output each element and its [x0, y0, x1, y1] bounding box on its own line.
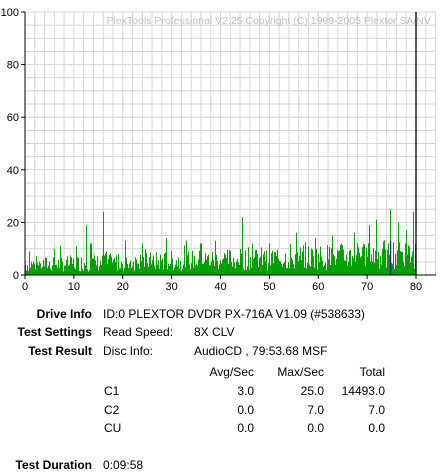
test-duration-label: Test Duration: [15, 458, 92, 472]
y-tick-label: 60: [7, 112, 19, 124]
row-name: C1: [104, 384, 120, 398]
col-avg-header: Avg/Sec: [209, 365, 254, 379]
test-settings-label: Test Settings: [17, 325, 92, 339]
row-max: 0.0: [307, 421, 324, 435]
row-avg: 3.0: [237, 384, 254, 398]
row-avg: 0.0: [237, 403, 254, 417]
test-duration-value: 0:09:58: [103, 458, 144, 472]
read-speed-value: 8X CLV: [194, 325, 235, 339]
x-tick-label: 20: [117, 281, 129, 293]
chart-markers: [389, 12, 417, 275]
x-tick-label: 10: [68, 281, 80, 293]
y-tick-label: 80: [7, 60, 19, 72]
x-tick-label: 50: [263, 281, 275, 293]
col-max-header: Max/Sec: [277, 365, 324, 379]
drive-info-value: ID:0 PLEXTOR DVDR PX-716A V1.09 (#538633…: [103, 307, 365, 321]
y-tick-label: 20: [7, 217, 19, 229]
col-total-header: Total: [359, 365, 385, 379]
x-tick-label: 60: [312, 281, 324, 293]
row-avg: 0.0: [237, 421, 254, 435]
disc-info-label: Disc Info:: [103, 344, 154, 358]
row-total: 0.0: [368, 421, 385, 435]
chart-bars: [25, 209, 416, 275]
chart-title: PlexTools Professional V2.25 Copyright (…: [107, 15, 432, 27]
row-max: 7.0: [307, 403, 324, 417]
y-tick-label: 40: [7, 165, 19, 177]
test-result-label: Test Result: [28, 344, 92, 358]
row-max: 25.0: [300, 384, 324, 398]
row-total: 14493.0: [341, 384, 385, 398]
x-tick-label: 0: [22, 281, 28, 293]
row-name: C2: [104, 403, 120, 417]
y-tick-label: 100: [1, 7, 19, 19]
x-tick-label: 40: [214, 281, 226, 293]
x-tick-label: 80: [410, 281, 422, 293]
row-name: CU: [104, 421, 122, 435]
c1-error-chart: PlexTools Professional V2.25 Copyright (…: [1, 7, 437, 293]
disc-info-value: AudioCD , 79:53.68 MSF: [194, 344, 328, 358]
row-total: 7.0: [368, 403, 385, 417]
chart-axes: 0 10 20 30 40 50 60 70 80 0 20 40 60 80 100: [1, 7, 436, 293]
x-tick-label: 70: [361, 281, 373, 293]
drive-info-label: Drive Info: [36, 307, 92, 321]
y-tick-label: 0: [13, 270, 19, 282]
chart-grid: [24, 11, 437, 276]
read-speed-label: Read Speed:: [103, 325, 174, 339]
x-tick-label: 30: [166, 281, 178, 293]
